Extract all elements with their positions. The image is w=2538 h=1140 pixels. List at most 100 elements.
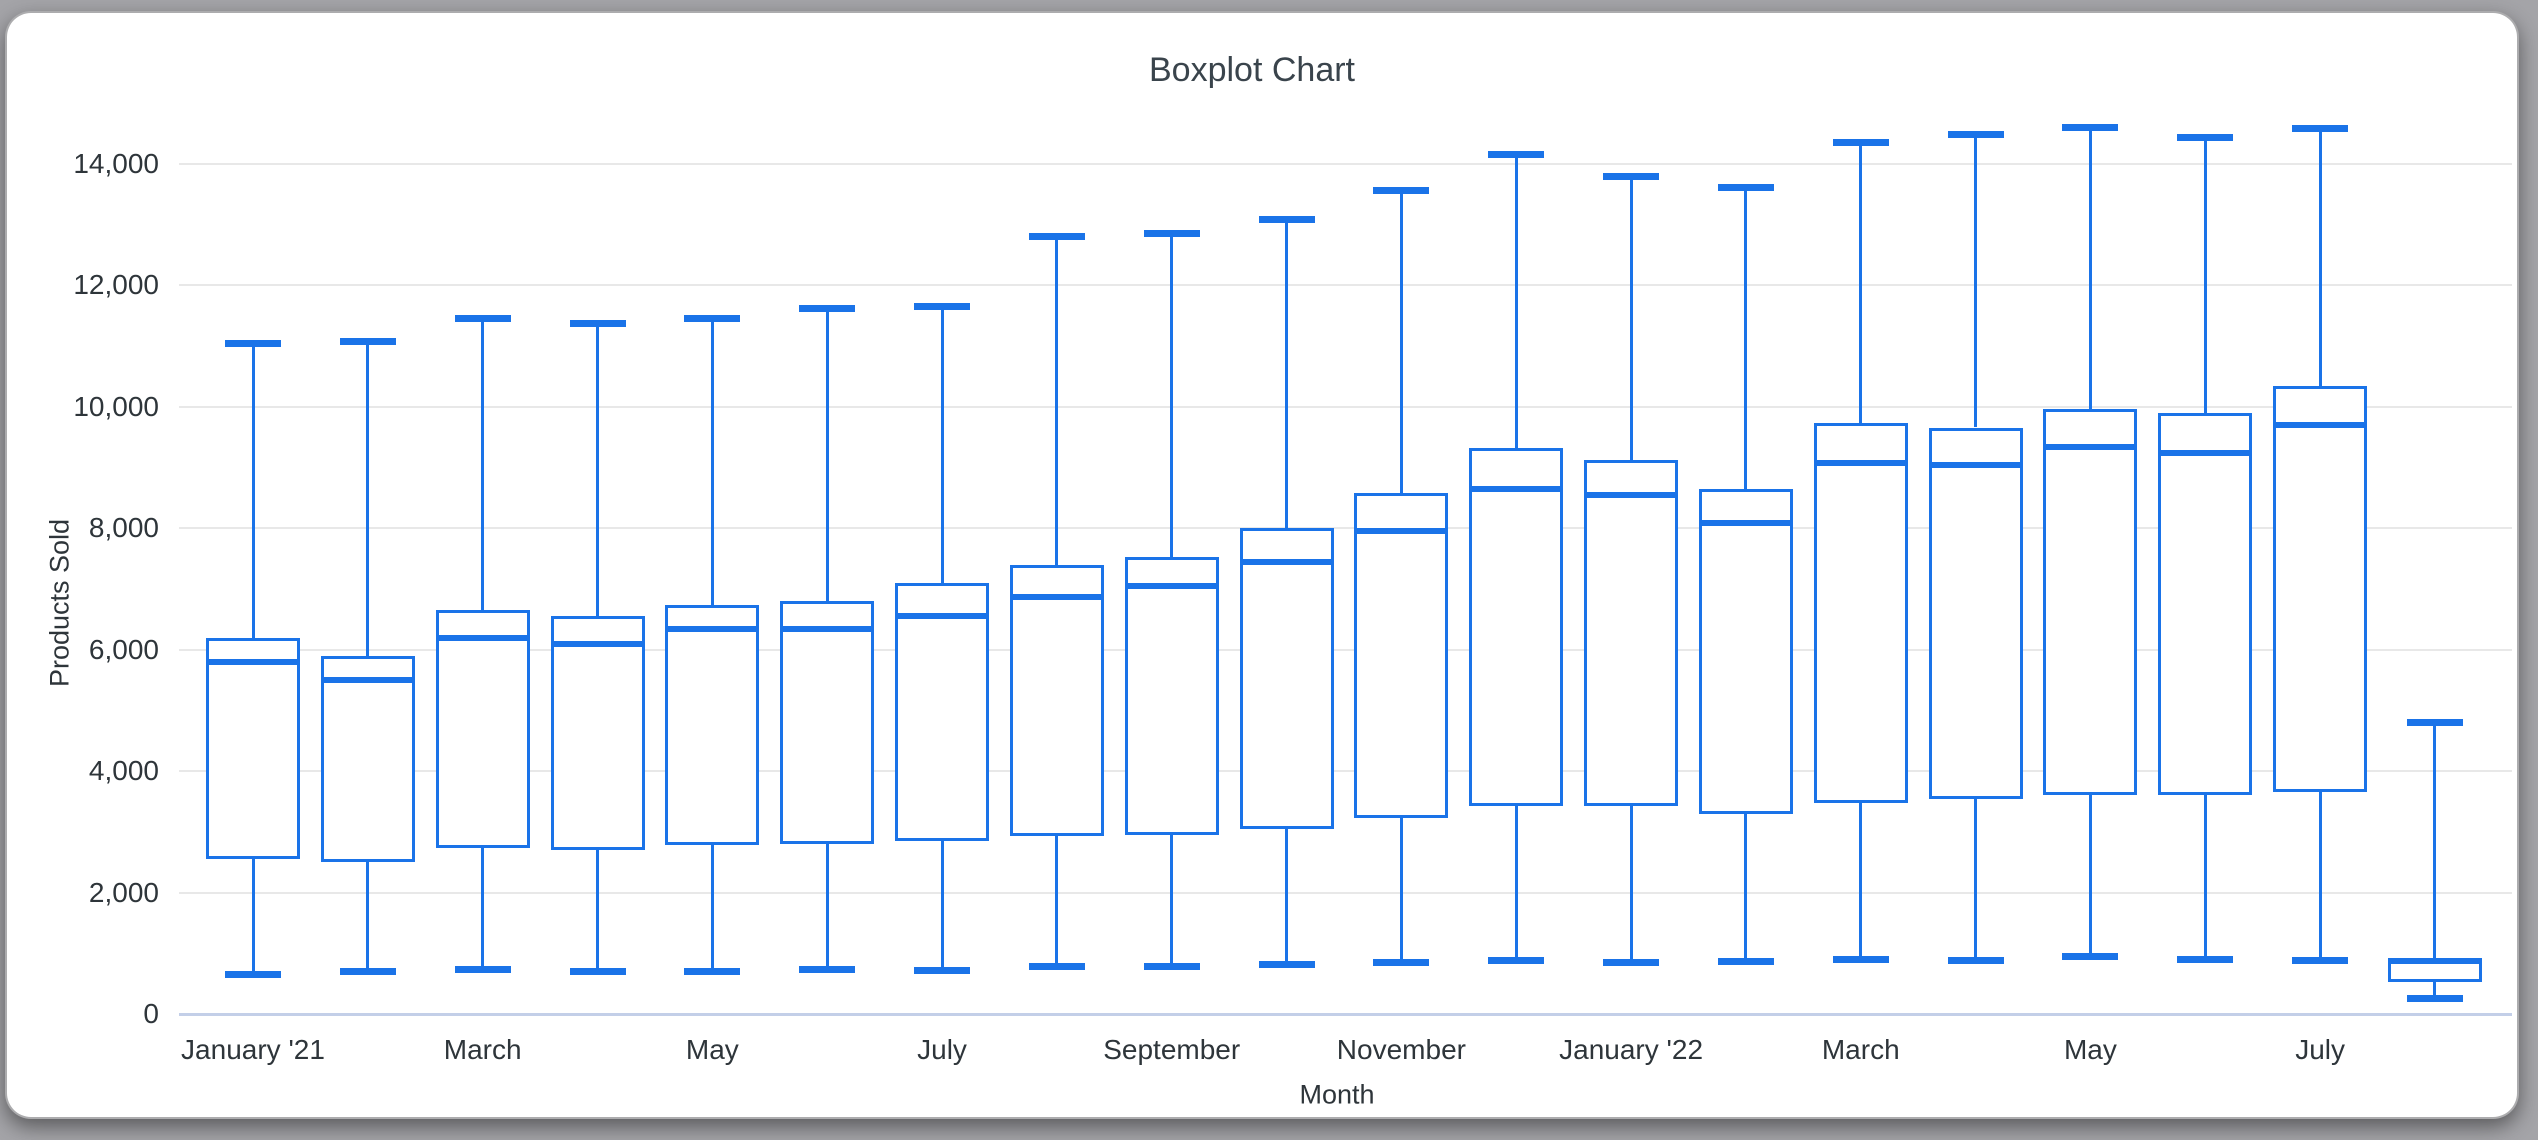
iqr-box[interactable] [1354, 493, 1449, 818]
iqr-box[interactable] [2043, 409, 2138, 796]
median-line [895, 612, 990, 619]
y-tick-label: 10,000 [73, 390, 159, 422]
upper-whisker-cap [1947, 131, 2004, 139]
upper-whisker-cap [2177, 134, 2234, 142]
upper-whisker-stem [1859, 142, 1863, 423]
iqr-box[interactable] [435, 610, 530, 848]
lower-whisker-cap [225, 971, 281, 979]
median-line [1009, 593, 1104, 600]
median-line [2273, 422, 2368, 429]
lower-whisker-cap [569, 968, 626, 975]
median-line [320, 677, 415, 684]
upper-whisker-cap [1717, 183, 1774, 191]
x-axis-baseline [179, 1012, 2512, 1016]
y-tick-label: 4,000 [88, 755, 159, 787]
iqr-box[interactable] [1009, 564, 1104, 837]
upper-whisker-stem [940, 306, 944, 583]
lower-whisker-stem [1629, 806, 1633, 963]
upper-whisker-cap [339, 337, 396, 345]
upper-whisker-stem [1744, 187, 1748, 490]
lower-whisker-cap [2292, 957, 2349, 965]
lower-whisker-cap [1603, 958, 1660, 966]
upper-whisker-cap [1488, 151, 1545, 159]
upper-whisker-stem [366, 341, 370, 656]
iqr-box[interactable] [665, 604, 760, 845]
upper-whisker-cap [2406, 719, 2463, 727]
iqr-box[interactable] [1239, 527, 1334, 829]
iqr-box[interactable] [895, 582, 990, 841]
lower-whisker-stem [2088, 795, 2092, 957]
lower-whisker-stem [940, 840, 944, 971]
x-tick-label: May [685, 1034, 739, 1065]
lower-whisker-stem [1055, 836, 1059, 967]
upper-whisker-stem [2203, 137, 2207, 413]
lower-whisker-stem [1859, 803, 1863, 960]
upper-whisker-cap [1028, 233, 1085, 241]
lower-whisker-stem [251, 859, 255, 975]
lower-whisker-stem [2433, 981, 2437, 999]
y-tick-label: 0 [143, 998, 159, 1029]
gridline [179, 284, 2512, 287]
iqr-box[interactable] [2158, 412, 2253, 796]
y-tick-label: 2,000 [88, 876, 159, 908]
iqr-box[interactable] [780, 601, 875, 844]
median-line [1239, 558, 1334, 565]
x-axis-title: Month [1299, 1079, 1375, 1110]
iqr-box[interactable] [1928, 427, 2023, 800]
iqr-box[interactable] [1124, 556, 1219, 835]
upper-whisker-cap [1258, 216, 1315, 224]
upper-whisker-stem [1514, 154, 1518, 449]
gridline [179, 891, 2512, 894]
y-tick-label: 14,000 [73, 148, 159, 179]
median-line [1124, 582, 1219, 589]
median-line [1813, 459, 1908, 466]
upper-whisker-stem [2318, 128, 2322, 386]
iqr-box[interactable] [1469, 448, 1564, 807]
lower-whisker-cap [339, 968, 396, 975]
lower-whisker-cap [1832, 955, 1889, 963]
lower-whisker-cap [1717, 958, 1774, 966]
lower-whisker-cap [1258, 961, 1315, 969]
x-tick-label: January '21 [181, 1034, 325, 1065]
iqr-box[interactable] [2273, 385, 2368, 793]
iqr-box[interactable] [206, 637, 300, 860]
lower-whisker-stem [596, 850, 600, 972]
lower-whisker-stem [1399, 817, 1403, 963]
gridline [179, 527, 2512, 530]
gridline [179, 163, 2512, 165]
iqr-box[interactable] [1813, 422, 1908, 804]
lower-whisker-cap [1947, 957, 2004, 965]
y-tick-label: 12,000 [73, 269, 159, 301]
iqr-box[interactable] [1698, 489, 1793, 814]
upper-whisker-stem [2433, 722, 2437, 960]
lower-whisker-cap [1143, 963, 1200, 971]
x-tick-label: May [2063, 1034, 2117, 1065]
upper-whisker-stem [1399, 190, 1403, 494]
lower-whisker-cap [914, 966, 971, 974]
median-line [1354, 528, 1449, 535]
upper-whisker-stem [1055, 236, 1059, 565]
y-tick-label: 6,000 [88, 633, 159, 665]
gridline [179, 405, 2512, 408]
upper-whisker-stem [825, 308, 829, 602]
y-tick-label: 8,000 [88, 512, 159, 544]
x-tick-label: March [1821, 1034, 1900, 1065]
lower-whisker-stem [1285, 828, 1289, 965]
x-tick-label: March [443, 1034, 522, 1065]
median-line [1469, 486, 1564, 493]
median-line [665, 626, 760, 633]
iqr-box[interactable] [550, 615, 645, 851]
upper-whisker-stem [1974, 134, 1978, 428]
iqr-box[interactable] [320, 655, 415, 862]
upper-whisker-cap [1603, 172, 1660, 180]
upper-whisker-cap [454, 314, 511, 322]
gridline [179, 770, 2512, 773]
iqr-box[interactable] [1584, 459, 1679, 807]
median-line [1928, 461, 2023, 468]
lower-whisker-stem [1514, 806, 1518, 961]
median-line [1698, 520, 1793, 527]
upper-whisker-stem [596, 323, 600, 616]
upper-whisker-stem [1170, 233, 1174, 557]
chart-title: Boxplot Chart [1149, 51, 1355, 89]
upper-whisker-cap [1143, 230, 1200, 238]
